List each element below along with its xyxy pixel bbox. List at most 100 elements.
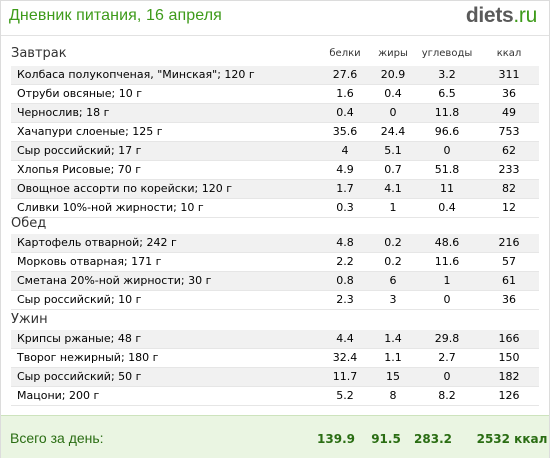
cell-kcal: 49: [502, 106, 516, 119]
cell-fat: 0.2: [384, 255, 402, 268]
cell-fat: 1.1: [384, 351, 402, 364]
page-title: Дневник питания, 16 апреля: [9, 7, 222, 24]
cell-protein: 1.7: [336, 182, 354, 195]
food-name: Сыр российский; 50 г: [17, 370, 142, 383]
day-total: Всего за день: 139.9 91.5 283.2 2532 кка…: [1, 415, 549, 458]
cell-protein: 4.9: [336, 163, 354, 176]
cell-fat: 24.4: [380, 125, 406, 138]
cell-protein: 1.6: [336, 87, 354, 100]
cell-carbs: 0.4: [438, 201, 456, 214]
cell-carbs: 0: [443, 370, 451, 383]
cell-fat: 8: [389, 389, 397, 402]
cell-fat: 0: [389, 106, 397, 119]
meal-table: Крипсы ржаные; 48 г 4.4 1.4 29.8 166 Творог н…: [11, 330, 539, 406]
food-name: Крипсы ржаные; 48 г: [17, 332, 142, 345]
cell-protein: 11.7: [332, 370, 358, 383]
cell-protein: 4.8: [336, 236, 354, 249]
cell-carbs: 6.5: [438, 87, 456, 100]
table-row: Хлопья Рисовые; 70 г 4.9 0.7 51.8 233: [11, 161, 539, 180]
cell-kcal: 182: [498, 370, 520, 383]
cell-kcal: 36: [502, 87, 516, 100]
cell-fat: 4.1: [384, 182, 402, 195]
cell-carbs: 11.8: [434, 106, 460, 119]
cell-fat: 0.4: [384, 87, 402, 100]
cell-protein: 0.4: [336, 106, 354, 119]
cell-protein: 2.2: [336, 255, 354, 268]
table-row: Отруби овсяные; 10 г 1.6 0.4 6.5 36: [11, 85, 539, 104]
food-name: Хлопья Рисовые; 70 г: [17, 163, 142, 176]
food-name: Сыр российский; 17 г: [17, 144, 142, 157]
cell-protein: 32.4: [332, 351, 358, 364]
food-name: Овощное ассорти по корейски; 120 г: [17, 182, 233, 195]
column-header-fat: жиры: [378, 48, 408, 59]
table-row: Творог нежирный; 180 г 32.4 1.1 2.7 150: [11, 349, 539, 368]
cell-carbs: 11.6: [434, 255, 460, 268]
table-row: Сыр российский; 50 г 11.7 15 0 182: [11, 368, 539, 387]
table-row: Сыр российский; 10 г 2.3 3 0 36: [11, 291, 539, 310]
cell-fat: 0.7: [384, 163, 402, 176]
cell-protein: 2.3: [336, 293, 354, 306]
table-row: Морковь отварная; 171 г 2.2 0.2 11.6 57: [11, 253, 539, 272]
table-row: Картофель отварной; 242 г 4.8 0.2 48.6 216: [11, 234, 539, 253]
total-kcal: 2532 ккал: [476, 432, 548, 446]
table-row: Сыр российский; 17 г 4 5.1 0 62: [11, 142, 539, 161]
food-name: Сливки 10%-ной жирности; 10 г: [17, 201, 204, 214]
cell-kcal: 166: [498, 332, 520, 345]
cell-fat: 6: [389, 274, 397, 287]
cell-protein: 4: [341, 144, 349, 157]
table-row: Хачапури слоеные; 125 г 35.6 24.4 96.6 753: [11, 123, 539, 142]
cell-carbs: 3.2: [438, 68, 456, 81]
meal-header: Ужин: [1, 312, 549, 331]
cell-kcal: 126: [498, 389, 520, 402]
cell-protein: 0.3: [336, 201, 354, 214]
table-row: Мацони; 200 г 5.2 8 8.2 126: [11, 387, 539, 406]
cell-kcal: 82: [502, 182, 516, 195]
food-name: Хачапури слоеные; 125 г: [17, 125, 163, 138]
cell-carbs: 0: [443, 144, 451, 157]
cell-carbs: 96.6: [434, 125, 460, 138]
cell-fat: 20.9: [380, 68, 406, 81]
food-name: Морковь отварная; 171 г: [17, 255, 162, 268]
food-name: Творог нежирный; 180 г: [17, 351, 159, 364]
site-logo[interactable]: diets.ru: [465, 4, 537, 27]
meal-name: Завтрак: [11, 46, 67, 61]
column-header-kcal: ккал: [496, 48, 522, 59]
cell-kcal: 753: [498, 125, 520, 138]
cell-carbs: 11: [440, 182, 454, 195]
cell-protein: 35.6: [332, 125, 358, 138]
meal-header: Завтрак белки жиры углеводы ккал: [1, 46, 549, 65]
cell-fat: 1: [389, 201, 397, 214]
header: Дневник питания, 16 апреля diets.ru: [1, 1, 549, 36]
cell-fat: 3: [389, 293, 397, 306]
total-fat: 91.5: [371, 432, 401, 446]
cell-kcal: 216: [498, 236, 520, 249]
cell-fat: 1.4: [384, 332, 402, 345]
cell-carbs: 0: [443, 293, 451, 306]
cell-carbs: 29.8: [434, 332, 460, 345]
food-name: Сметана 20%-ной жирности; 30 г: [17, 274, 212, 287]
cell-kcal: 61: [502, 274, 516, 287]
meal-table: Картофель отварной; 242 г 4.8 0.2 48.6 216 Мо…: [11, 234, 539, 310]
column-header-protein: белки: [329, 48, 361, 59]
cell-kcal: 311: [498, 68, 520, 81]
cell-carbs: 8.2: [438, 389, 456, 402]
food-name: Отруби овсяные; 10 г: [17, 87, 142, 100]
cell-carbs: 51.8: [434, 163, 460, 176]
food-name: Картофель отварной; 242 г: [17, 236, 177, 249]
food-name: Чернослив; 18 г: [17, 106, 110, 119]
cell-kcal: 150: [498, 351, 520, 364]
total-carbs: 283.2: [414, 432, 452, 446]
cell-kcal: 57: [502, 255, 516, 268]
cell-protein: 27.6: [332, 68, 358, 81]
table-row: Колбаса полукопченая, "Минская"; 120 г 27…: [11, 66, 539, 85]
cell-kcal: 36: [502, 293, 516, 306]
column-header-carbs: углеводы: [421, 48, 473, 59]
cell-carbs: 48.6: [434, 236, 460, 249]
total-label: Всего за день:: [10, 430, 104, 446]
cell-fat: 15: [386, 370, 400, 383]
food-name: Сыр российский; 10 г: [17, 293, 142, 306]
cell-kcal: 12: [502, 201, 516, 214]
cell-carbs: 2.7: [438, 351, 456, 364]
meal-header: Обед: [1, 216, 549, 235]
